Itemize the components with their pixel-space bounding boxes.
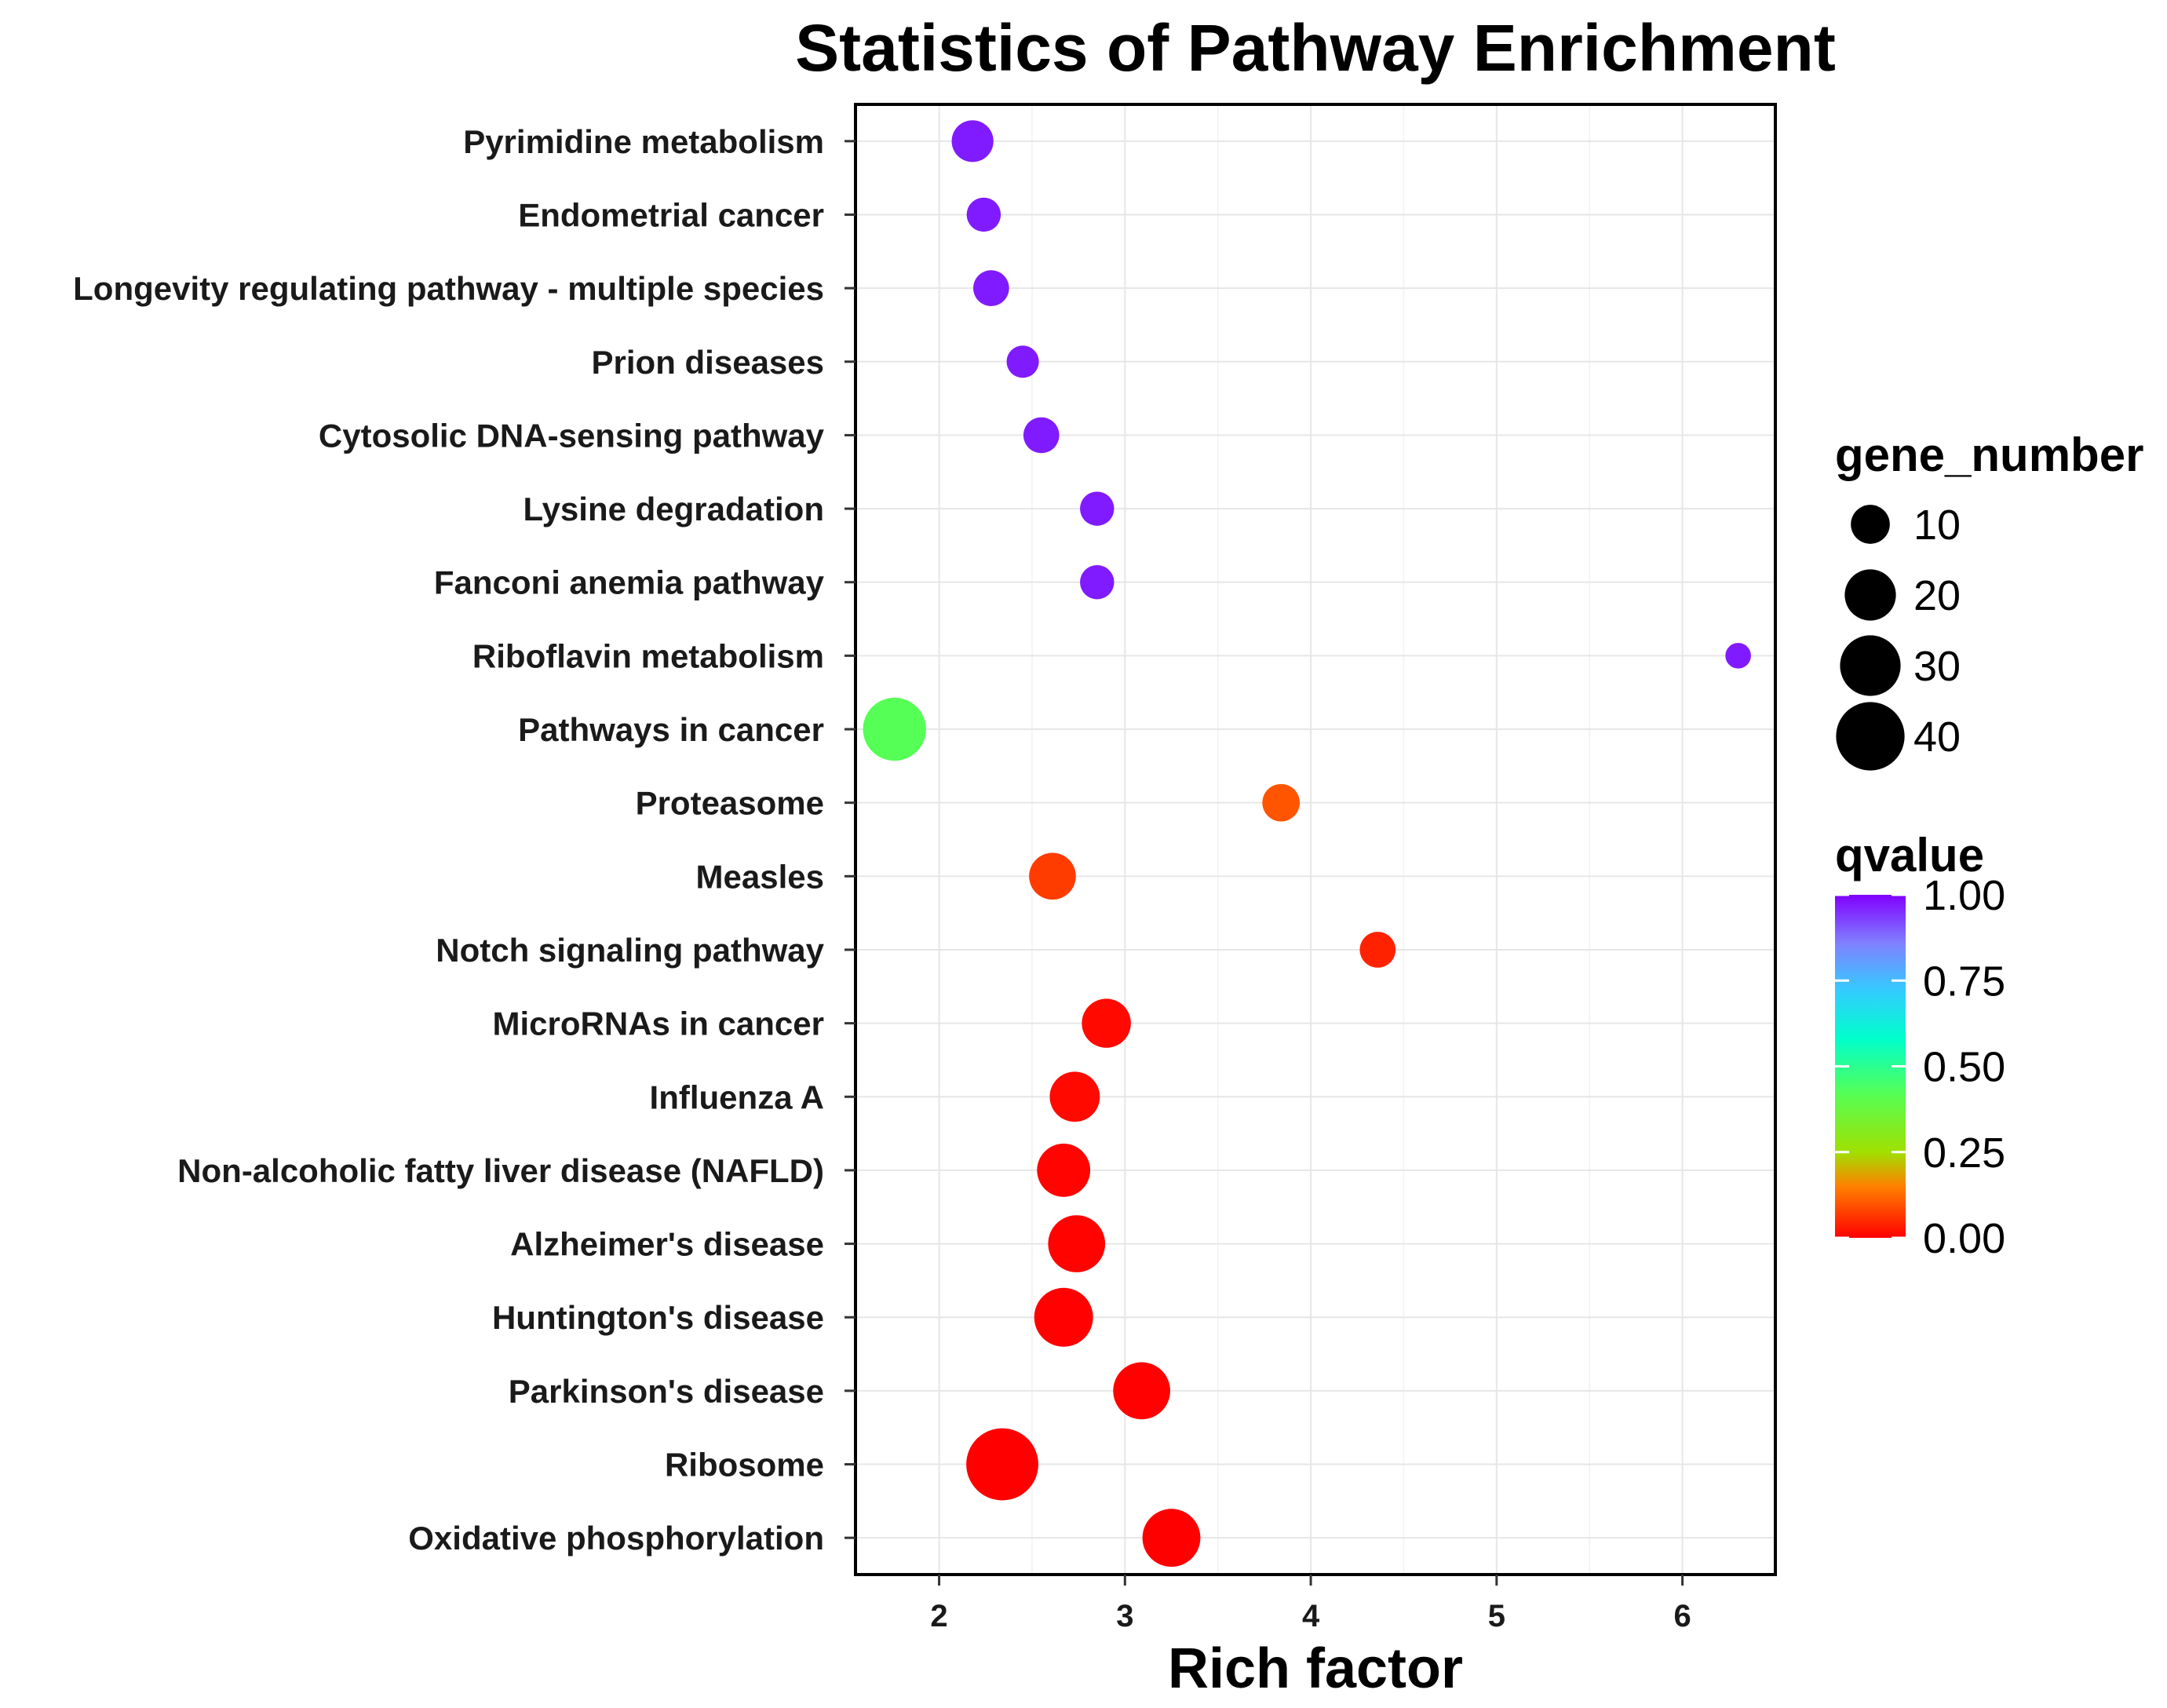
data-point (973, 270, 1009, 306)
x-tick-label: 3 (1116, 1599, 1133, 1633)
y-tick-label: Ribosome (665, 1447, 824, 1484)
data-point (1049, 1071, 1100, 1122)
data-point (1113, 1362, 1170, 1420)
size-legend-key (1840, 635, 1901, 696)
data-point (951, 120, 994, 162)
data-point (1023, 417, 1060, 454)
color-legend: qvalue 1.00 0.75 0.50 0.25 0.00 (1835, 829, 2005, 1262)
y-tick-label: Lysine degradation (523, 491, 824, 527)
y-tick-label: Parkinson's disease (509, 1373, 824, 1410)
y-tick-label: Pathways in cancer (518, 711, 824, 748)
y-tick-label: Fanconi anemia pathway (434, 564, 825, 601)
y-axis: Pyrimidine metabolism Endometrial cancer L… (73, 123, 855, 1557)
size-legend-key (1836, 702, 1905, 771)
colorbar-label: 0.00 (1923, 1215, 2005, 1262)
x-tick-label: 5 (1488, 1599, 1505, 1633)
y-tick-label: Endometrial cancer (518, 196, 824, 233)
y-tick-label: Non-alcoholic fatty liver disease (NAFLD… (177, 1152, 824, 1189)
data-point (1034, 1287, 1093, 1347)
size-legend-key (1844, 569, 1896, 621)
data-point (1262, 783, 1301, 822)
y-tick-label: Notch signaling pathway (436, 932, 824, 969)
y-tick-label: MicroRNAs in cancer (493, 1005, 824, 1042)
size-legend-key (1851, 505, 1890, 544)
y-tick-label: Measles (696, 858, 824, 895)
x-tick-label: 6 (1673, 1599, 1691, 1633)
size-legend-label: 10 (1913, 502, 1961, 549)
data-point (966, 197, 1001, 232)
data-point (1142, 1509, 1201, 1567)
size-legend-label: 40 (1913, 713, 1961, 761)
size-legend-title: gene_number (1835, 429, 2143, 481)
colorbar-label: 1.00 (1923, 872, 2005, 919)
x-tick-label: 4 (1302, 1599, 1320, 1633)
colorbar-label: 0.75 (1923, 958, 2005, 1005)
data-point (1080, 564, 1115, 600)
x-axis-label: Rich factor (1168, 1637, 1463, 1700)
x-tick-label: 2 (930, 1599, 947, 1633)
data-point (1082, 998, 1131, 1048)
chart-title: Statistics of Pathway Enrichment (795, 11, 1836, 85)
y-tick-label: Influenza A (650, 1078, 824, 1115)
x-axis: 2 3 4 5 6 (930, 1575, 1691, 1633)
color-legend-title: qvalue (1835, 829, 1984, 881)
data-point (1029, 852, 1076, 900)
colorbar-label: 0.50 (1923, 1044, 2005, 1091)
plot-panel (855, 104, 1775, 1575)
y-tick-label: Cytosolic DNA-sensing pathway (319, 417, 825, 454)
y-tick-label: Pyrimidine metabolism (463, 123, 824, 160)
data-point (1080, 491, 1115, 526)
y-tick-label: Proteasome (636, 785, 824, 822)
data-point (1037, 1144, 1091, 1197)
data-point (1048, 1215, 1106, 1272)
y-tick-label: Alzheimer's disease (510, 1226, 824, 1263)
data-point (863, 697, 926, 761)
y-tick-label: Huntington's disease (492, 1299, 824, 1336)
grid-lines (855, 104, 1776, 1575)
y-tick-label: Oxidative phosphorylation (408, 1520, 824, 1557)
size-legend-label: 20 (1913, 572, 1961, 619)
size-legend: gene_number 10 20 30 40 (1835, 429, 2143, 771)
plot-border (854, 103, 1777, 1576)
data-point (1359, 932, 1396, 968)
data-point (966, 1428, 1038, 1501)
y-tick-label: Longevity regulating pathway - multiple … (73, 270, 824, 307)
y-tick-label: Riboflavin metabolism (472, 637, 824, 674)
data-point (1006, 345, 1039, 378)
size-legend-label: 30 (1913, 643, 1961, 690)
colorbar-label: 0.25 (1923, 1130, 2005, 1177)
y-tick-label: Prion diseases (592, 344, 824, 381)
data-points (863, 120, 1751, 1567)
data-point (1725, 643, 1751, 669)
